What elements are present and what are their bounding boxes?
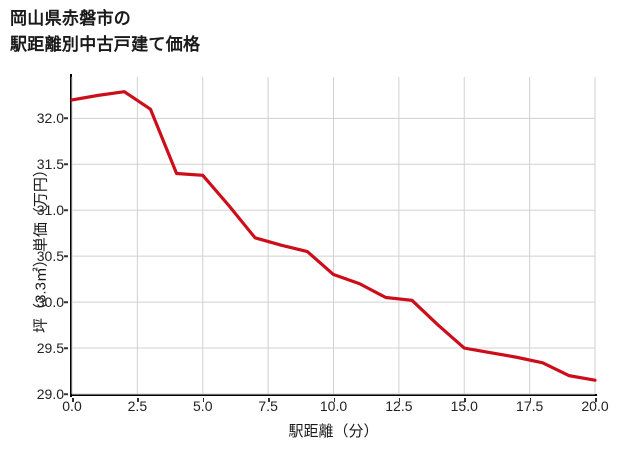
y-tick-label: 29.0 (36, 386, 64, 402)
x-tick-mark (333, 398, 335, 402)
x-tick-mark (464, 398, 466, 402)
y-tick-mark (64, 393, 68, 395)
x-tick-label: 2.5 (127, 398, 148, 414)
x-tick-mark (595, 398, 597, 402)
x-axis-spine (70, 394, 597, 396)
y-tick-mark (64, 117, 68, 120)
y-tick-label: 31.0 (36, 202, 64, 219)
series-line-坪単価 (70, 90, 597, 382)
x-tick-mark (72, 398, 74, 402)
x-tick-mark (268, 398, 270, 402)
y-tick-label: 31.5 (36, 156, 64, 173)
x-tick-label: 0.0 (62, 398, 82, 414)
y-axis-spine (70, 74, 72, 397)
x-tick-label: 5.0 (193, 398, 213, 414)
y-axis-tick-labels: 29.0 29.5 30.0 30.5 31.0 31.5 32.0 (0, 77, 68, 402)
x-tick-label: 20.0 (581, 398, 609, 414)
x-tick-mark (202, 398, 205, 402)
x-axis-label: 駅距離（分） (288, 423, 379, 440)
x-tick-label: 15.0 (450, 398, 478, 414)
x-tick-label: 17.5 (516, 398, 544, 414)
y-tick-mark (64, 163, 68, 166)
x-tick-label: 12.5 (385, 398, 413, 414)
x-tick-mark (398, 398, 401, 402)
y-tick-label: 29.5 (36, 340, 64, 357)
y-tick-label: 30.0 (36, 294, 64, 311)
x-tick-mark (137, 398, 139, 402)
y-tick-mark (64, 347, 68, 349)
chart-title: 岡山県赤磐市の 駅距離別中古戸建て価格 (10, 9, 201, 54)
data-series-line (70, 90, 597, 382)
y-tick-mark (64, 255, 68, 257)
plot-area (70, 74, 597, 397)
grid-lines (71, 77, 596, 395)
y-tick-mark (64, 301, 68, 303)
y-tick-label: 32.0 (36, 110, 64, 127)
x-tick-mark (529, 398, 532, 402)
y-tick-label: 30.5 (36, 248, 64, 265)
x-tick-label: 7.5 (258, 398, 278, 414)
x-axis-tick-labels: 0.0 2.5 5.0 7.5 10.0 12.5 15.0 17.5 20.0 (62, 398, 609, 420)
x-tick-label: 10.0 (319, 398, 348, 414)
y-tick-mark (64, 209, 68, 211)
